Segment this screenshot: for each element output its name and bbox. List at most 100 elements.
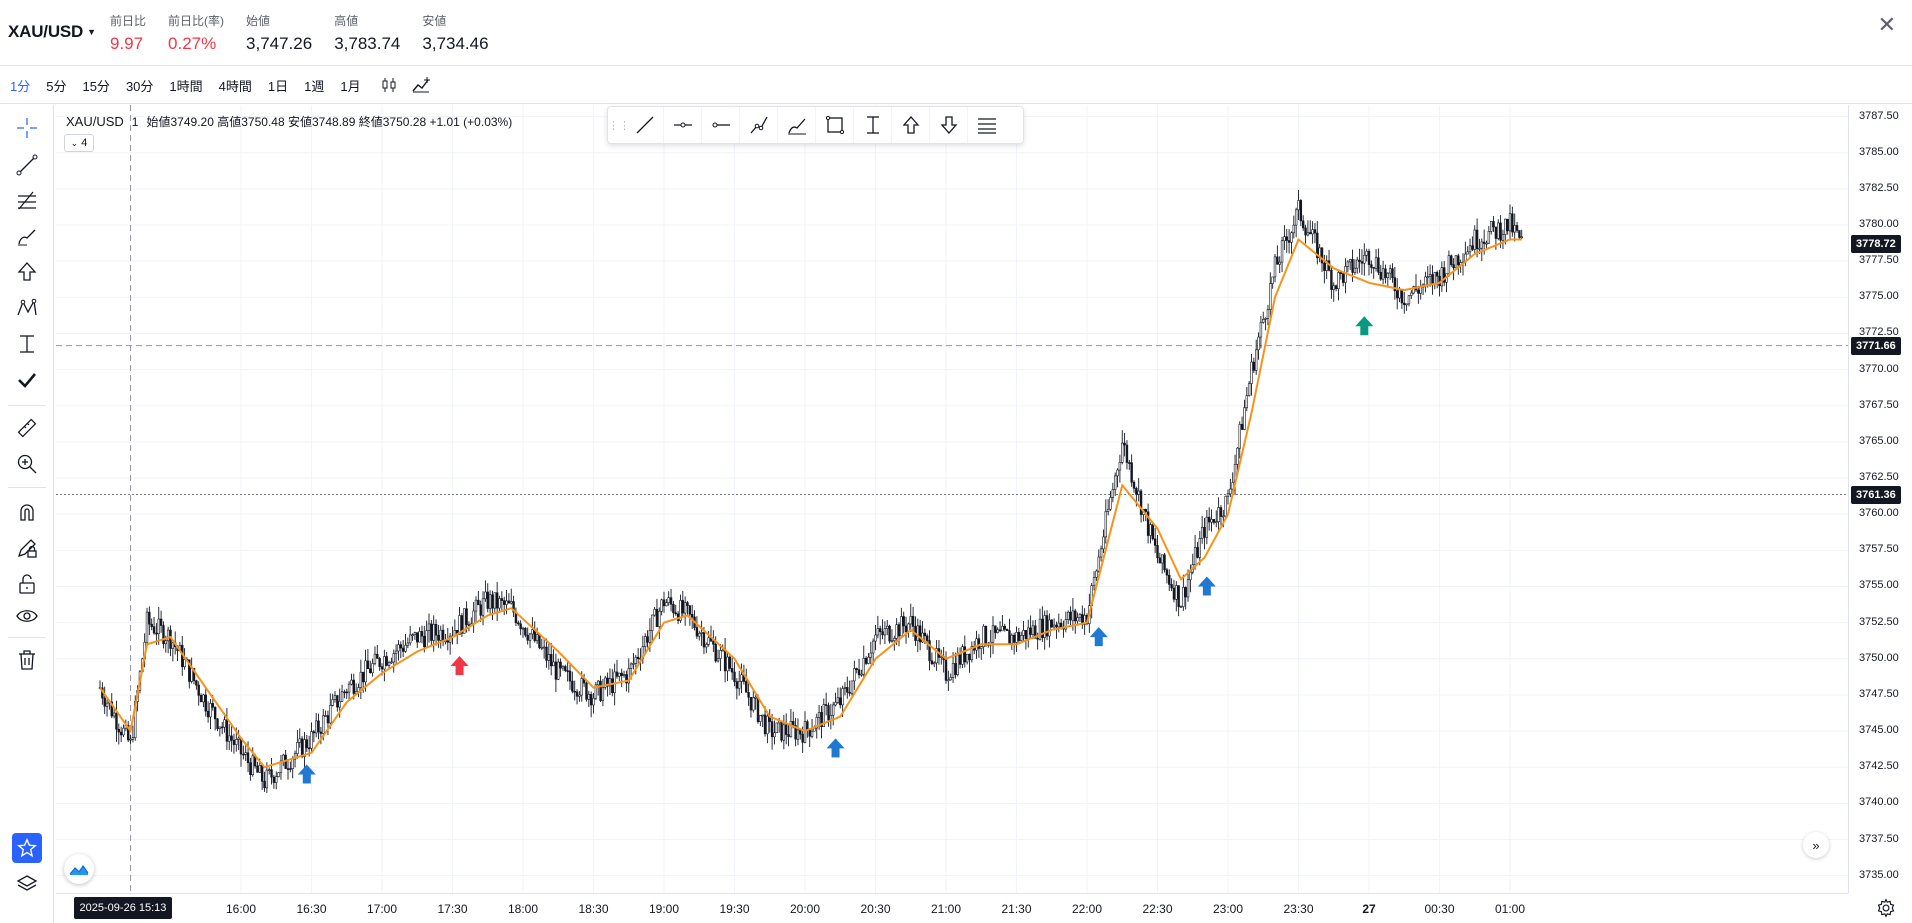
tf-4h[interactable]: 4時間 — [218, 78, 252, 94]
candle-body — [1504, 218, 1507, 235]
crosshair-icon[interactable] — [12, 113, 42, 143]
candle-body — [371, 663, 374, 674]
candle-body — [982, 625, 985, 648]
trendline-icon[interactable] — [12, 150, 42, 180]
horizontal-line-icon[interactable] — [702, 107, 740, 143]
candle-body — [1492, 221, 1495, 228]
candle-body — [1379, 271, 1382, 280]
indicators-toggle[interactable]: ⌄ 4 — [64, 134, 94, 152]
arrow-up-icon[interactable] — [892, 107, 930, 143]
list-icon[interactable] — [968, 107, 1006, 143]
tf-15m[interactable]: 15分 — [82, 78, 110, 94]
candle-body — [850, 680, 854, 694]
fib-icon[interactable] — [12, 185, 42, 215]
candle-body — [627, 668, 630, 684]
price-tick-label: 3757.50 — [1859, 543, 1899, 556]
time-axis[interactable]: 16:00 16:30 17:00 17:30 18:00 18:30 19:00 19:30… — [56, 893, 1848, 923]
close-icon[interactable]: ✕ — [1877, 12, 1896, 37]
rectangle-icon[interactable] — [816, 107, 854, 143]
drag-handle-icon[interactable]: ⋮⋮ — [608, 119, 630, 132]
price-axis[interactable]: 3787.50 3785.00 3782.50 3780.00 3777.50 3775.… — [1848, 105, 1912, 893]
candle-body — [340, 691, 344, 702]
candle-body — [733, 671, 736, 682]
candle-body — [782, 724, 786, 741]
candle-body — [1443, 267, 1446, 283]
candle-body — [1005, 629, 1009, 631]
zoom-in-icon[interactable] — [12, 449, 42, 479]
gear-icon[interactable] — [1876, 898, 1896, 918]
candle-body — [824, 704, 828, 706]
candle-body — [188, 659, 191, 682]
trash-icon[interactable] — [12, 645, 42, 675]
candle-body — [230, 735, 233, 741]
magnet-icon[interactable] — [12, 497, 42, 527]
brush-icon[interactable] — [778, 107, 816, 143]
tf-5m[interactable]: 5分 — [46, 78, 67, 94]
candle-body — [277, 772, 280, 777]
text-cursor-icon[interactable] — [854, 107, 892, 143]
brush-icon[interactable] — [12, 221, 42, 251]
lock-pencil-icon[interactable] — [12, 533, 42, 563]
candle-body — [364, 660, 367, 683]
candle-body — [998, 629, 1002, 632]
time-tick-label: 00:30 — [1424, 902, 1455, 916]
candle-body — [296, 742, 299, 754]
candle-body — [202, 694, 205, 703]
check-icon[interactable] — [12, 365, 42, 395]
candle-body — [392, 653, 395, 663]
chart-area[interactable]: XAU/USD 1 始値3749.20 高値3750.48 安値3748.89 … — [56, 105, 1848, 893]
tf-1h[interactable]: 1時間 — [169, 78, 203, 94]
candle-body — [1302, 220, 1305, 229]
candle-body — [780, 720, 783, 741]
drawing-toolbar[interactable]: ⋮⋮ — [607, 106, 1024, 144]
tf-1m[interactable]: 1分 — [10, 78, 31, 94]
arrow-up-icon[interactable] — [12, 257, 42, 287]
candle-body — [864, 657, 868, 664]
candle-body — [159, 618, 163, 626]
ma-line — [99, 237, 1522, 769]
horizontal-ray-icon[interactable] — [664, 107, 702, 143]
star-icon[interactable] — [12, 833, 42, 863]
candle-body — [528, 633, 532, 641]
candle-body — [794, 725, 797, 740]
candle-body — [314, 720, 318, 734]
candle-body — [846, 687, 849, 693]
candlestick-icon[interactable] — [377, 73, 401, 97]
candle-body — [1480, 241, 1484, 249]
chevron-down-icon: ▼ — [87, 27, 96, 37]
pattern-icon[interactable] — [12, 293, 42, 323]
candle-body — [970, 646, 974, 661]
measure-text-icon[interactable] — [12, 329, 42, 359]
tf-30m[interactable]: 30分 — [125, 78, 154, 94]
price-chart[interactable] — [56, 105, 1848, 893]
arrow-down-icon[interactable] — [930, 107, 968, 143]
symbol-selector[interactable]: XAU/USD ▼ — [8, 22, 96, 42]
ruler-icon[interactable] — [12, 413, 42, 443]
candle-body — [1130, 462, 1133, 483]
candle-body — [1506, 218, 1509, 232]
candle-body — [897, 624, 901, 637]
line-icon[interactable] — [626, 107, 664, 143]
path-icon[interactable] — [740, 107, 778, 143]
unlock-icon[interactable] — [12, 569, 42, 599]
candle-body — [1287, 240, 1291, 243]
candle-body — [1353, 267, 1357, 273]
eye-icon[interactable] — [12, 601, 42, 631]
candle-body — [312, 731, 316, 734]
price-tick-label: 3787.50 — [1859, 109, 1899, 122]
tf-1mo[interactable]: 1月 — [340, 78, 361, 94]
scroll-to-realtime-button[interactable]: » — [1803, 832, 1829, 858]
candle-body — [1247, 383, 1251, 396]
legend-interval: 1 — [131, 114, 139, 129]
tradingview-logo-icon[interactable] — [64, 854, 94, 884]
stat-value: 0.27% — [168, 34, 217, 53]
price-tick-label: 3747.50 — [1859, 687, 1899, 700]
candle-body — [589, 694, 593, 706]
tf-1w[interactable]: 1週 — [304, 78, 325, 94]
indicators-icon[interactable] — [409, 73, 433, 97]
candle-body — [1057, 622, 1061, 628]
candle-body — [1405, 303, 1408, 306]
tf-1d[interactable]: 1日 — [267, 78, 289, 94]
candle-body — [1363, 254, 1366, 264]
layers-icon[interactable] — [12, 869, 42, 899]
